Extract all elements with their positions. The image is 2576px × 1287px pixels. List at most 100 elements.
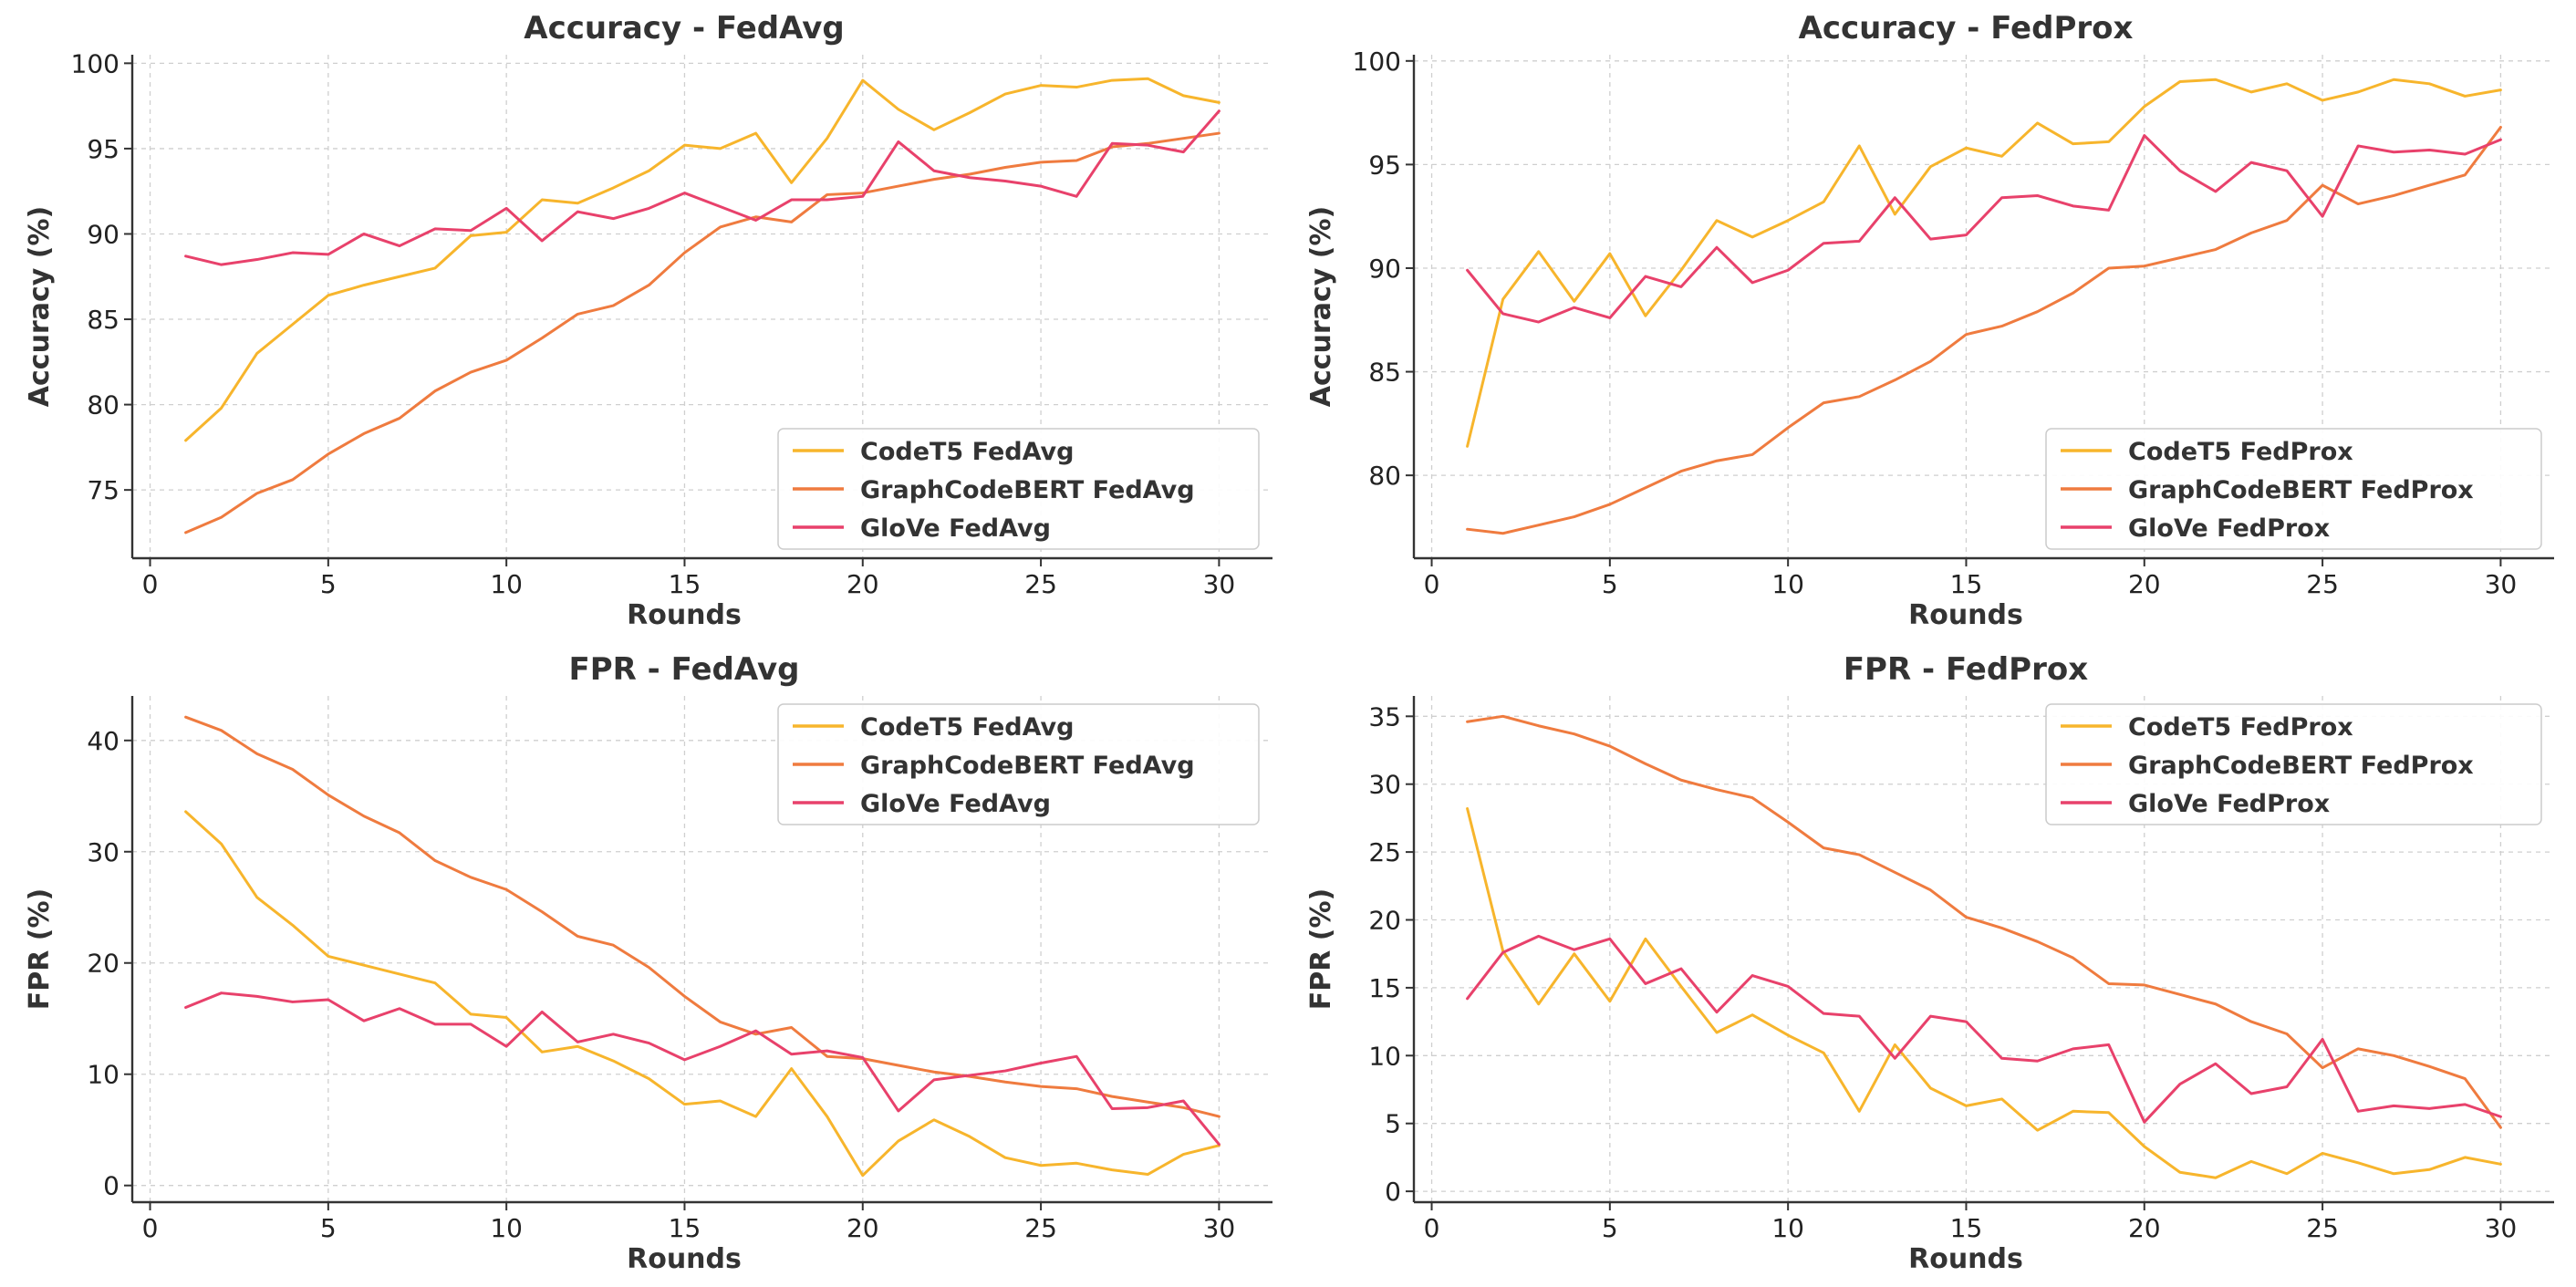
x-tick-label: 10 (1771, 569, 1804, 599)
series-line-graphcodebert (184, 131, 1220, 535)
legend-box (777, 703, 1260, 825)
y-tick-label: 100 (71, 48, 119, 78)
y-axis-label: Accuracy (%) (1305, 206, 1337, 407)
legend-box (2045, 703, 2542, 825)
x-tick-label: 10 (490, 1213, 523, 1243)
x-tick-label: 5 (1602, 569, 1618, 599)
legend-box (2045, 428, 2542, 550)
series-line-glove (1466, 134, 2502, 324)
legend: CodeT5 FedAvg GraphCodeBERT FedAvg GloVe F… (777, 428, 1260, 550)
legend-label: GraphCodeBERT FedProx (2128, 752, 2474, 780)
chart-panel-1: 0 5 10 15 20 25 30 75 80 85 90 95 100 Accuracy - FedA… (24, 10, 1272, 631)
y-tick-label: 15 (1368, 973, 1401, 1003)
y-tick-label: 95 (87, 134, 119, 164)
legend-label: CodeT5 FedAvg (860, 713, 1074, 742)
y-axis-label: Accuracy (%) (24, 206, 56, 407)
x-tick-label: 25 (2306, 569, 2339, 599)
y-tick-label: 5 (1385, 1109, 1401, 1139)
series-line-glove (184, 991, 1220, 1147)
y-tick-label: 25 (1368, 837, 1401, 867)
x-tick-label: 20 (2128, 1213, 2161, 1243)
chart-title: Accuracy - FedProx (1799, 10, 2134, 47)
legend: CodeT5 FedProx GraphCodeBERT FedProx GloVe… (2045, 703, 2542, 825)
x-tick-label: 25 (1024, 569, 1057, 599)
y-tick-label: 95 (1368, 150, 1401, 180)
legend-label: CodeT5 FedProx (2128, 713, 2353, 742)
chart-panel-3: 0 5 10 15 20 25 30 0 10 20 30 40 FPR - FedAvg Rounds F… (24, 651, 1272, 1275)
x-tick-label: 5 (1602, 1213, 1618, 1243)
x-tick-label: 15 (669, 1213, 701, 1243)
series-line-glove (1466, 934, 2502, 1124)
x-tick-label: 10 (1771, 1213, 1804, 1243)
x-tick-label: 0 (1424, 1213, 1440, 1243)
series-line-graphcodebert (184, 715, 1220, 1118)
legend-label: GloVe FedAvg (860, 790, 1051, 818)
chart-title: FPR - FedAvg (569, 651, 800, 688)
x-tick-label: 5 (320, 1213, 337, 1243)
legend-label: GraphCodeBERT FedProx (2128, 476, 2474, 504)
y-tick-label: 0 (1385, 1177, 1401, 1207)
x-tick-label: 0 (142, 1213, 159, 1243)
x-axis-label: Rounds (1908, 1243, 2023, 1275)
series-line-codet5 (1466, 78, 2502, 448)
x-tick-label: 15 (669, 569, 701, 599)
legend-box (777, 428, 1260, 550)
y-tick-label: 30 (1368, 770, 1401, 800)
x-tick-label: 20 (847, 569, 879, 599)
y-tick-label: 40 (87, 726, 119, 756)
y-tick-label: 0 (103, 1171, 119, 1201)
series-line-graphcodebert (1466, 126, 2502, 535)
y-tick-label: 85 (1368, 358, 1401, 388)
y-tick-label: 20 (1368, 906, 1401, 936)
x-tick-label: 0 (142, 569, 159, 599)
x-axis-label: Rounds (627, 1243, 742, 1275)
y-tick-label: 90 (1368, 254, 1401, 284)
legend-label: CodeT5 FedProx (2128, 438, 2353, 466)
y-tick-label: 10 (1368, 1041, 1401, 1071)
y-tick-label: 10 (87, 1060, 119, 1090)
x-axis-label: Rounds (627, 599, 742, 631)
x-tick-label: 20 (2128, 569, 2161, 599)
series-line-codet5 (184, 810, 1220, 1178)
y-tick-label: 85 (87, 305, 119, 335)
x-tick-label: 5 (320, 569, 337, 599)
y-tick-label: 75 (87, 475, 119, 505)
x-tick-label: 10 (490, 569, 523, 599)
chart-panel-4: 0 5 10 15 20 25 30 0 5 10 15 20 25 30 35 FPR - FedProx R… (1305, 651, 2554, 1275)
series-line-glove (184, 109, 1220, 266)
series-line-graphcodebert (1466, 714, 2502, 1129)
y-tick-label: 100 (1353, 47, 1401, 77)
y-tick-label: 35 (1368, 701, 1401, 732)
x-tick-label: 15 (1950, 569, 1983, 599)
x-tick-label: 20 (847, 1213, 879, 1243)
chart-panel-2: 0 5 10 15 20 25 30 80 85 90 95 100 Accuracy - FedPro… (1305, 10, 2554, 631)
y-tick-label: 20 (87, 949, 119, 979)
series-line-codet5 (1466, 806, 2502, 1179)
y-tick-label: 90 (87, 219, 119, 249)
y-tick-label: 30 (87, 837, 119, 867)
y-tick-label: 80 (1368, 461, 1401, 491)
legend-label: CodeT5 FedAvg (860, 438, 1074, 466)
chart-title: FPR - FedProx (1844, 651, 2088, 688)
x-axis-label: Rounds (1908, 599, 2023, 631)
legend-label: GloVe FedProx (2128, 790, 2330, 818)
x-tick-label: 0 (1424, 569, 1440, 599)
legend: CodeT5 FedProx GraphCodeBERT FedProx GloVe… (2045, 428, 2542, 550)
y-axis-label: FPR (%) (1305, 888, 1337, 1011)
x-tick-label: 30 (2485, 1213, 2518, 1243)
chart-title: Accuracy - FedAvg (524, 10, 845, 47)
series-line-codet5 (184, 77, 1220, 442)
x-tick-label: 15 (1950, 1213, 1983, 1243)
legend-label: GloVe FedProx (2128, 514, 2330, 543)
x-tick-label: 30 (1203, 569, 1236, 599)
legend-label: GloVe FedAvg (860, 514, 1051, 543)
legend-label: GraphCodeBERT FedAvg (860, 476, 1195, 504)
x-tick-label: 25 (1024, 1213, 1057, 1243)
y-tick-label: 80 (87, 390, 119, 420)
x-tick-label: 30 (1203, 1213, 1236, 1243)
x-tick-label: 30 (2485, 569, 2518, 599)
legend: CodeT5 FedAvg GraphCodeBERT FedAvg GloVe F… (777, 703, 1260, 825)
y-axis-label: FPR (%) (24, 888, 56, 1011)
legend-label: GraphCodeBERT FedAvg (860, 752, 1195, 780)
